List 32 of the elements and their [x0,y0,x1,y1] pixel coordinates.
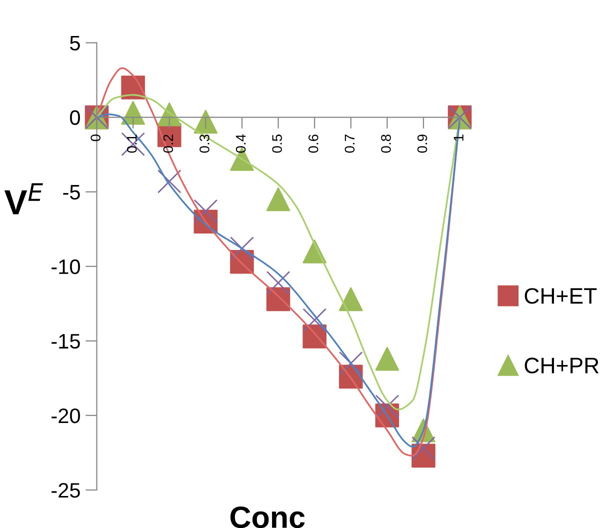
x-tick-label: 0.3 [200,134,210,153]
y-tick-label: -5 [63,185,80,200]
y-tick-label: -15 [52,334,80,349]
x-tick-label: 0.6 [308,134,318,153]
x-tick-label: 1 [454,134,464,141]
point [266,270,290,295]
y-axis-title: V$^{E}$ [4,183,43,214]
point [194,199,218,224]
x-tick-label: 0.8 [381,134,391,153]
x-tick-label: 0.7 [344,134,355,153]
point [338,287,363,312]
point [157,170,182,194]
legend-label: CH+ET [524,288,597,304]
y-tick-label: 0 [70,110,80,126]
point [266,187,290,212]
y-tick-label: -25 [52,482,80,498]
x-tick-label: 0.2 [163,134,174,153]
point [302,308,326,332]
x-tick-label: 0.5 [272,134,282,153]
x-axis-title: Conc [230,506,305,528]
legend-label: CH+PR [524,358,599,374]
point [194,110,218,134]
y-tick-label: -10 [52,259,80,274]
x-tick-label: 0.9 [417,134,428,153]
point [375,346,400,371]
x-tick-label: 0 [90,134,100,142]
point [375,394,400,418]
point [412,436,436,460]
x-tick-label: 0.4 [236,134,246,153]
y-tick-label: 5 [70,36,80,51]
x-tick-label: 0.1 [126,134,137,153]
y-tick-label: -20 [52,408,80,424]
